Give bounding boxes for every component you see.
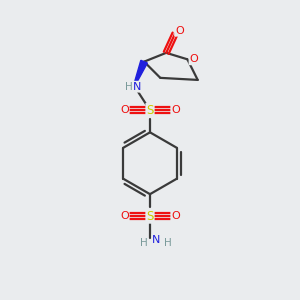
Text: O: O xyxy=(171,105,180,115)
Text: O: O xyxy=(190,54,198,64)
Text: S: S xyxy=(146,104,154,117)
Text: O: O xyxy=(171,211,180,221)
Text: N: N xyxy=(152,235,161,245)
Text: N: N xyxy=(133,82,142,92)
Text: S: S xyxy=(146,210,154,223)
Text: H: H xyxy=(164,238,172,248)
Text: H: H xyxy=(124,82,132,92)
Text: O: O xyxy=(120,211,129,221)
Text: H: H xyxy=(140,238,147,248)
Polygon shape xyxy=(133,60,147,87)
Text: O: O xyxy=(120,105,129,115)
Text: O: O xyxy=(175,26,184,36)
